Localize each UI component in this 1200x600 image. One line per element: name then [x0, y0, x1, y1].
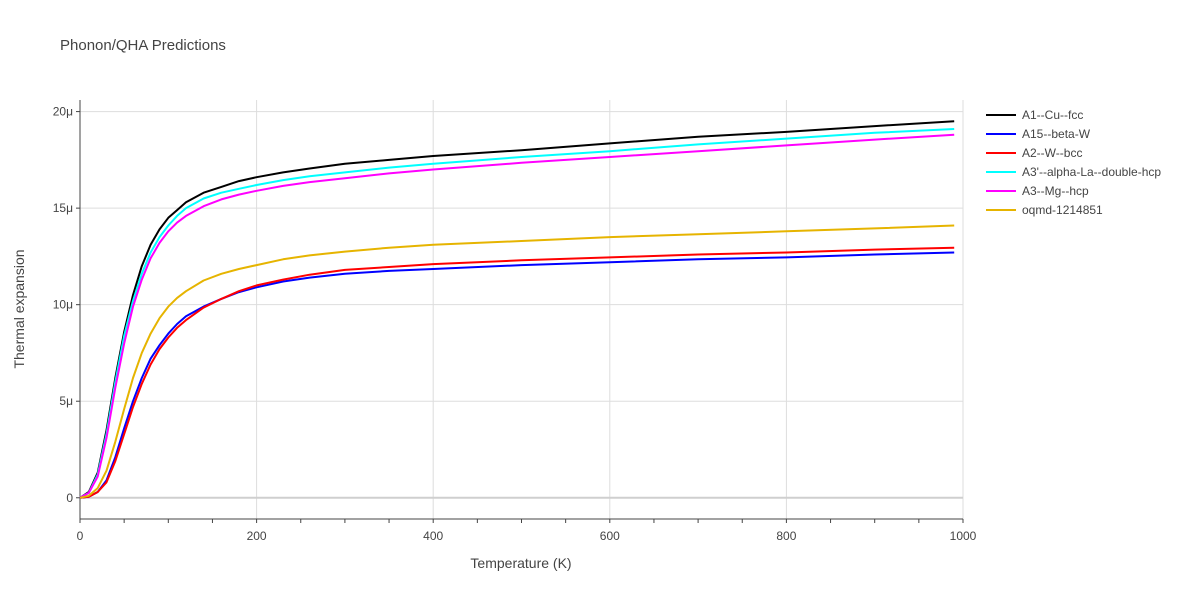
x-tick-label: 400: [423, 529, 443, 543]
x-axis-title: Temperature (K): [470, 555, 571, 571]
y-tick-label: 10μ: [53, 298, 73, 312]
y-tick-label: 20μ: [53, 105, 73, 119]
y-tick-label: 0: [66, 491, 73, 505]
chart-title: Phonon/QHA Predictions: [60, 37, 226, 54]
legend-label: oqmd-1214851: [1022, 203, 1103, 217]
series-line: [79, 120, 955, 499]
legend-label: A1--Cu--fcc: [1022, 108, 1083, 122]
legend-item[interactable]: A2--W--bcc: [986, 146, 1082, 160]
legend[interactable]: A1--Cu--fcc A15--beta-W A2--W--bcc A3'--alp…: [986, 108, 1161, 217]
legend-item[interactable]: A3'--alpha-La--double-hcp: [986, 165, 1161, 179]
y-axis-title: Thermal expansion: [11, 249, 27, 368]
x-tick-label: 600: [600, 529, 620, 543]
grid: [80, 100, 964, 519]
x-tick-label: 1000: [950, 529, 977, 543]
legend-label: A2--W--bcc: [1022, 146, 1082, 160]
legend-item[interactable]: A1--Cu--fcc: [986, 108, 1083, 122]
x-tick-label: 800: [776, 529, 796, 543]
x-tick-label: 200: [247, 529, 267, 543]
series-line: [79, 251, 955, 499]
legend-label: A3--Mg--hcp: [1022, 184, 1089, 198]
series-line: [79, 246, 955, 499]
legend-item[interactable]: A15--beta-W: [986, 127, 1091, 141]
y-tick-label: 15μ: [53, 201, 73, 215]
legend-label: A3'--alpha-La--double-hcp: [1022, 165, 1161, 179]
series-line: [79, 128, 955, 499]
axes: 0 200 400 600 800 1000 0 5μ 10μ 15μ 20μ: [53, 100, 977, 543]
legend-item[interactable]: A3--Mg--hcp: [986, 184, 1089, 198]
legend-label: A15--beta-W: [1022, 127, 1091, 141]
series-line: [79, 224, 955, 499]
legend-item[interactable]: oqmd-1214851: [986, 203, 1103, 217]
series-lines: [79, 120, 955, 499]
y-tick-label: 5μ: [59, 394, 73, 408]
series-line: [79, 133, 955, 499]
x-tick-label: 0: [77, 529, 84, 543]
